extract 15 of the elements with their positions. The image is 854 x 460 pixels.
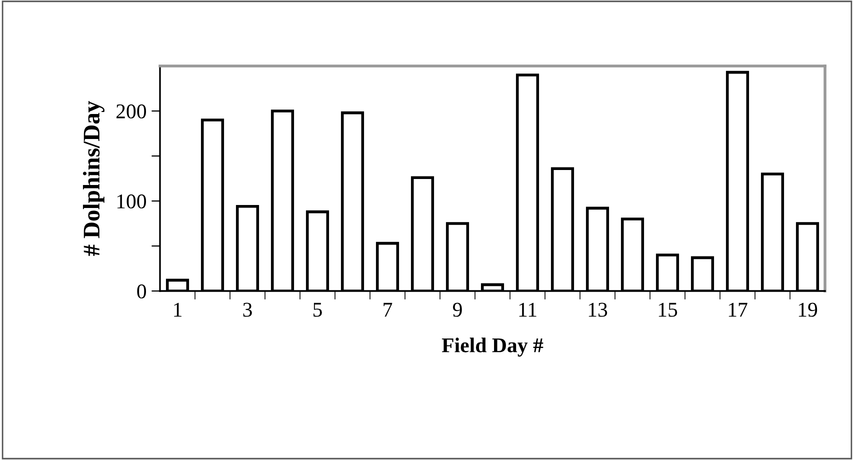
x-tick-label: 13 <box>588 302 608 317</box>
x-tick-label: 11 <box>519 302 536 317</box>
x-tick-label: 1 <box>174 302 182 317</box>
x-tick-label: 17 <box>728 302 748 317</box>
x-tick-label: 5 <box>314 302 322 317</box>
y-tick-label: 200 <box>116 104 146 118</box>
x-tick-label: 3 <box>243 302 252 317</box>
x-axis-title: Field Day # <box>442 338 544 357</box>
y-tick-label: 100 <box>117 194 146 208</box>
y-axis-title: # Dolphins/Day <box>82 100 104 256</box>
y-tick-label: 0 <box>137 284 146 298</box>
x-tick-label: 15 <box>658 302 678 317</box>
x-tick-label: 9 <box>452 302 462 317</box>
x-tick-label: 7 <box>384 302 392 317</box>
x-tick-label: 19 <box>798 302 818 317</box>
